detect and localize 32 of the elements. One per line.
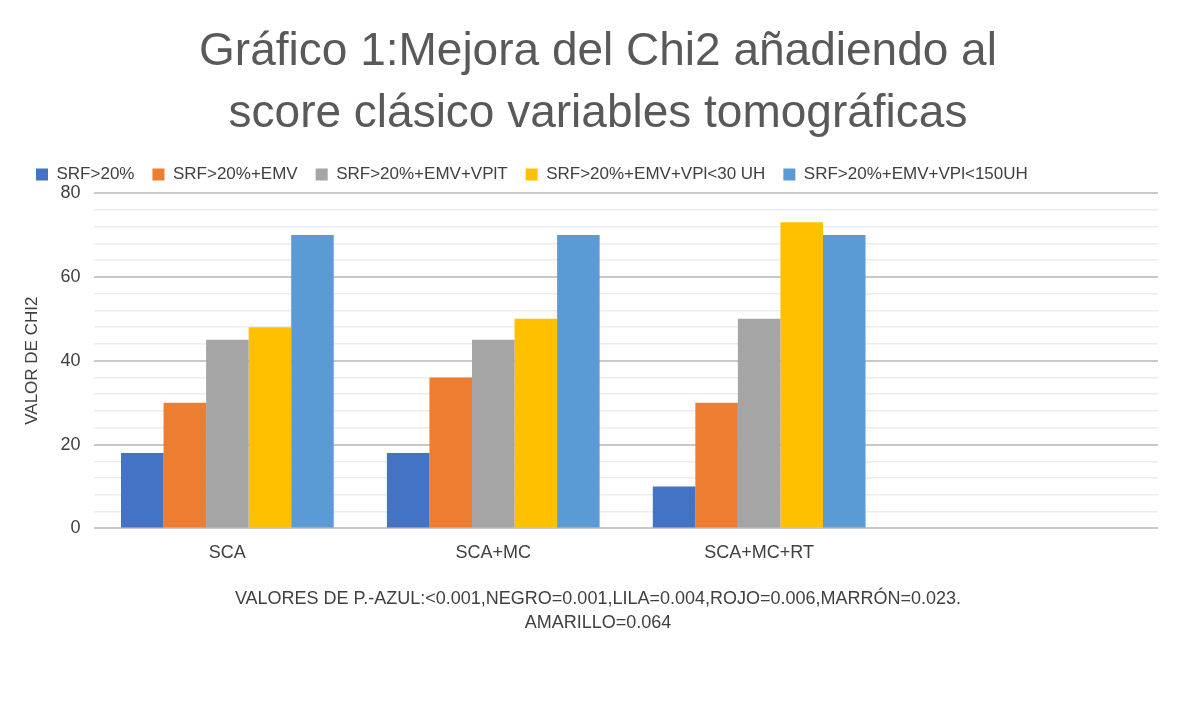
text: VALORES DE P.-AZUL:<0.001,NEGRO=0.001,LILA=0.004,ROJO=0.006,MARRÓN=0.023. xyxy=(233,586,963,610)
bar xyxy=(386,452,430,528)
x-tick-label: SCA+MC xyxy=(455,542,532,563)
y-tick-label: 80 xyxy=(60,181,81,202)
x-tick-label: SCA xyxy=(208,542,246,563)
bar xyxy=(822,234,866,528)
text: AMARILLO=0.064 xyxy=(523,611,673,634)
bar xyxy=(429,377,472,528)
bar xyxy=(206,339,249,528)
bar xyxy=(471,339,515,528)
bar xyxy=(121,452,164,528)
bar xyxy=(737,318,781,528)
legend-label: SRF>20%+EMV+VPl<150UH xyxy=(803,164,1028,184)
y-tick-label: 0 xyxy=(70,517,81,538)
bar xyxy=(557,234,600,528)
legend-label: SRF>20%+EMV+VPlT xyxy=(336,164,508,184)
y-tick-label: 60 xyxy=(60,265,81,286)
legend-label: SRF>20% xyxy=(56,164,135,184)
legend-label: SRF>20%+EMV xyxy=(172,164,299,184)
legend-label: SRF>20%+EMV+VPl<30 UH xyxy=(546,164,766,184)
x-tick-label: SCA+MC+RT xyxy=(704,542,815,563)
bar xyxy=(514,318,558,528)
y-tick-label: 20 xyxy=(60,433,81,454)
y-axis-title: VALOR DE CHI2 xyxy=(21,296,41,425)
y-tick-label: 40 xyxy=(60,349,81,370)
bar xyxy=(163,402,207,528)
chart-title: Gráfico 1:Mejora del Chi2 añadiendo al score clásico variables tomográficas xyxy=(198,22,998,139)
bar xyxy=(780,222,823,528)
bar xyxy=(695,402,738,528)
bar xyxy=(291,234,334,528)
bar xyxy=(248,327,292,528)
bar xyxy=(652,486,696,528)
